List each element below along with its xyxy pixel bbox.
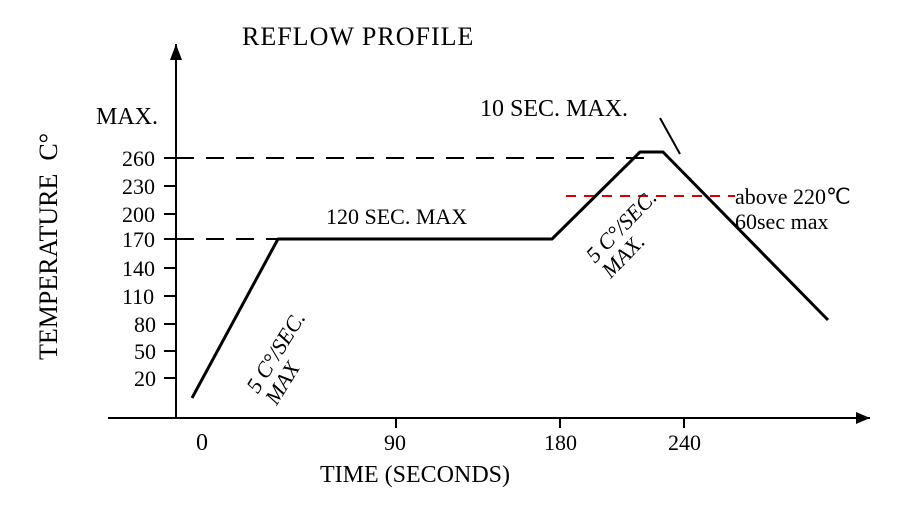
y-tick-label: 50 — [134, 339, 156, 365]
x-axis-label: TIME (SECONDS) — [320, 462, 510, 489]
x-axis-origin: 0 — [196, 430, 208, 457]
y-tick-label: 170 — [122, 227, 155, 253]
y-tick-label: 110 — [122, 284, 154, 310]
chart-title: REFLOW PROFILE — [242, 22, 474, 52]
annotation-above-220: above 220℃ 60sec max — [735, 184, 851, 235]
x-tick-label: 180 — [544, 430, 577, 456]
y-tick-label: 200 — [122, 202, 155, 228]
y-axis-label: TEMPERATURE C° — [34, 133, 64, 360]
y-tick-label: 230 — [122, 174, 155, 200]
y-tick-label: 80 — [134, 312, 156, 338]
annotation-soak-time: 120 SEC. MAX — [326, 204, 467, 230]
y-tick-label: 260 — [122, 146, 155, 172]
y-tick-label: 140 — [122, 256, 155, 282]
y-axis-max-label: MAX. — [96, 104, 158, 131]
x-tick-label: 240 — [668, 430, 701, 456]
x-tick-label: 90 — [384, 430, 406, 456]
annotation-peak-time: 10 SEC. MAX. — [480, 96, 628, 123]
y-tick-label: 20 — [134, 366, 156, 392]
